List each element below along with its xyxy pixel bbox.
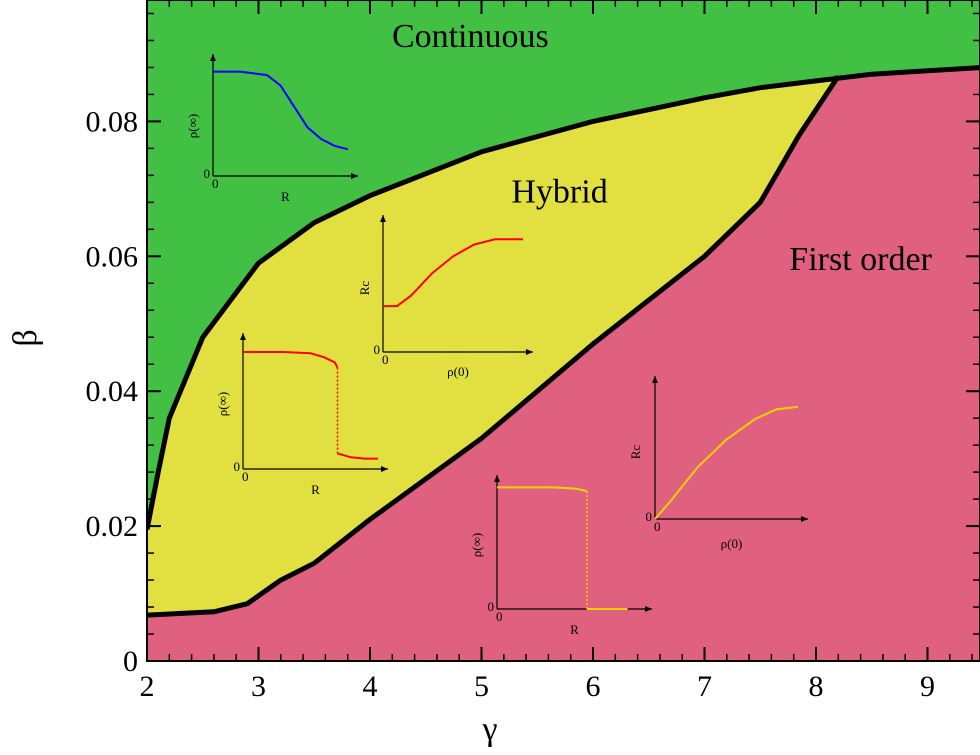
plot-frame: [146, 0, 980, 662]
region-label: Hybrid: [511, 173, 607, 210]
y-axis-title: β: [7, 329, 44, 346]
inset-first-order-rc: Rc ρ(0) 00: [628, 376, 808, 551]
inset-origin-y: 0: [234, 459, 241, 474]
y-tick-label: 0.08: [86, 105, 139, 138]
continuous-region: [147, 0, 980, 530]
inset-origin-x: 0: [382, 352, 389, 367]
inset-first-order-rho-inf: ρ(∞)R00: [469, 475, 652, 637]
x-axis-title: γ: [481, 711, 497, 748]
region-label: First order: [789, 241, 932, 278]
x-tick-label: 7: [697, 670, 712, 703]
inset-x-label: ρ(0): [721, 536, 743, 551]
x-tick-label: 8: [809, 670, 824, 703]
x-tick-label: 2: [140, 670, 155, 703]
y-tick-label: 0: [123, 645, 138, 678]
x-tick-label: 9: [920, 670, 935, 703]
inset-y-label: Rc: [628, 445, 643, 460]
inset-x-arrow: [645, 606, 652, 612]
inset-x-arrow: [381, 466, 388, 472]
x-tick-label: 3: [251, 670, 266, 703]
region-labels: Continuous Hybrid First order: [392, 18, 933, 278]
axis-tick-labels: 2 3 4 5 6 7 8 9 0 0.02 0.04 0.06 0.08: [86, 105, 936, 703]
x-tick-label: 6: [586, 670, 601, 703]
inset-origin-y: 0: [646, 509, 653, 524]
first-order-region: [147, 67, 980, 661]
inset-x-label: R: [570, 622, 579, 637]
inset-curve: [213, 70, 349, 151]
inset-origin-x: 0: [242, 469, 249, 484]
inset-tail-curve: [337, 452, 378, 460]
inset-hybrid-rho-inf: ρ(∞)R00: [215, 333, 388, 497]
lower-phase-boundary: [147, 74, 841, 618]
x-tick-label: 4: [363, 670, 378, 703]
inset-origin-y: 0: [204, 166, 211, 181]
inset-y-arrow: [494, 475, 500, 482]
inset-hybrid-rc: Rc ρ(0) 00: [357, 215, 533, 379]
inset-y-label: ρ(∞): [469, 533, 484, 557]
inset-x-label: R: [281, 189, 290, 204]
inset-y-label: ρ(∞): [215, 392, 230, 416]
inset-x-arrow: [351, 173, 358, 179]
inset-origin-x: 0: [496, 609, 503, 624]
upper-phase-boundary: [147, 65, 980, 530]
inset-curve: [383, 238, 523, 308]
inset-origin-x: 0: [212, 176, 219, 191]
region-label: Continuous: [392, 18, 549, 55]
inset-y-arrow: [210, 54, 216, 61]
y-tick-label: 0.02: [86, 510, 139, 543]
inset-origin-y: 0: [488, 599, 495, 614]
hybrid-region: [147, 76, 839, 616]
inset-origin-y: 0: [374, 342, 381, 357]
inset-curve: [497, 486, 588, 493]
inset-continuous-rho-inf: ρ(∞) R 00: [185, 54, 358, 204]
y-tick-label: 0.04: [86, 375, 139, 408]
inset-y-arrow: [380, 215, 386, 222]
inset-x-label: ρ(0): [447, 364, 469, 379]
inset-y-arrow: [652, 376, 658, 383]
inset-y-arrow: [240, 333, 246, 340]
inset-origin-x: 0: [654, 519, 661, 534]
inset-x-label: R: [311, 482, 320, 497]
inset-curve: [243, 351, 339, 369]
x-tick-label: 5: [474, 670, 489, 703]
inset-y-label: ρ(∞): [185, 114, 200, 138]
inset-x-arrow: [801, 516, 808, 522]
inset-curve: [654, 405, 799, 520]
inset-y-label: Rc: [357, 281, 372, 296]
y-tick-label: 0.06: [86, 240, 139, 273]
inset-x-arrow: [526, 349, 533, 355]
